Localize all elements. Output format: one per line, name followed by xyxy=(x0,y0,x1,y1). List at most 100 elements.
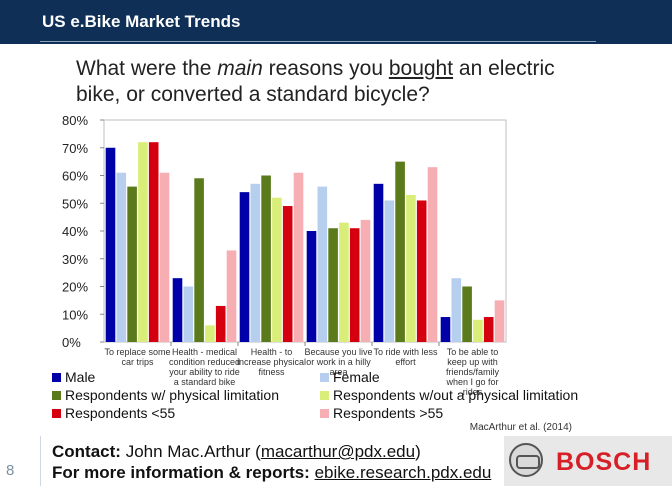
contact-name: John Mac.Arthur xyxy=(125,442,251,461)
bar xyxy=(406,194,416,342)
legend-swatch xyxy=(52,409,61,418)
bar xyxy=(272,197,282,342)
bar xyxy=(384,200,395,342)
category-label: Because you live or work in a hilly area xyxy=(304,347,372,377)
bosch-logo: BOSCH xyxy=(556,448,652,476)
bar xyxy=(349,228,360,342)
category-label-line: or work in a hilly xyxy=(306,357,371,367)
citation: MacArthur et al. (2014) xyxy=(470,422,572,433)
chart-title-underlined: bought xyxy=(388,57,454,80)
legend-label: Respondents <55 xyxy=(65,405,175,421)
chart-title-emphasis: main xyxy=(217,57,263,80)
chart-title: What were the main reasons you bought an… xyxy=(76,56,576,108)
bar xyxy=(373,183,384,342)
y-tick-label: 10% xyxy=(62,307,88,322)
y-tick-label: 0% xyxy=(62,335,81,350)
bosch-emblem-icon xyxy=(509,443,543,477)
y-tick-label: 80% xyxy=(62,113,88,128)
bar xyxy=(105,147,116,342)
legend-label: Respondents w/ physical limitation xyxy=(65,387,279,403)
bar xyxy=(138,142,148,342)
bar xyxy=(317,186,328,342)
header-divider xyxy=(40,41,596,42)
legend-swatch xyxy=(320,409,329,418)
legend-swatch xyxy=(52,391,61,400)
chart-title-part: What were the xyxy=(76,57,218,80)
chart-title-part: an electric bike, or converted a standar… xyxy=(76,57,555,106)
category-label-line: area xyxy=(329,367,347,377)
bar xyxy=(416,200,427,342)
category-label-line: To replace some xyxy=(104,347,170,357)
bar xyxy=(159,172,170,342)
bar xyxy=(261,175,271,342)
bar xyxy=(306,231,317,342)
bar xyxy=(183,286,194,342)
bar xyxy=(127,186,137,342)
reports-label: For more information & reports: xyxy=(52,463,310,482)
bar xyxy=(360,219,371,342)
bar xyxy=(282,206,293,342)
category-label-line: friends/family xyxy=(446,367,500,377)
chart-title-part: reasons you xyxy=(262,57,389,80)
bar xyxy=(250,183,261,342)
category-label-line: your ability to ride xyxy=(169,367,240,377)
y-tick-label: 60% xyxy=(62,169,88,184)
slide-number-strip xyxy=(0,436,41,486)
category-label: To be able to keep up with friends/family w… xyxy=(445,347,499,397)
category-label-line: car trips xyxy=(121,357,154,367)
category-label-line: a standard bike xyxy=(174,377,236,387)
bar xyxy=(483,317,494,342)
bar xyxy=(494,300,505,342)
bar xyxy=(226,250,237,342)
contact-block: Contact: John Mac.Arthur (macarthur@pdx.… xyxy=(52,442,492,482)
category-label-line: condition reduced xyxy=(169,357,240,367)
legend-swatch xyxy=(52,373,61,382)
y-tick-label: 70% xyxy=(62,141,88,156)
y-tick-label: 30% xyxy=(62,252,88,267)
bar xyxy=(116,172,127,342)
category-label: Health - medical condition reduced your ab… xyxy=(169,347,240,387)
bar xyxy=(215,305,226,342)
category-label: To replace some car trips xyxy=(104,347,170,367)
bar xyxy=(328,228,338,342)
legend-swatch xyxy=(320,391,329,400)
bar xyxy=(194,178,204,342)
legend-swatch xyxy=(320,373,329,382)
bar xyxy=(148,142,159,342)
bar xyxy=(462,286,472,342)
bar xyxy=(172,278,183,342)
legend-label: Male xyxy=(65,369,96,385)
bar xyxy=(427,167,438,342)
category-label-line: when I go for xyxy=(445,377,498,387)
reports-link[interactable]: ebike.research.pdx.edu xyxy=(314,463,492,482)
category-label-line: To ride with less xyxy=(373,347,438,357)
page-title: US e.Bike Market Trends xyxy=(42,12,241,31)
bar xyxy=(293,172,304,342)
category-label-line: effort xyxy=(395,357,416,367)
category-label-line: To be able to xyxy=(447,347,499,357)
bar xyxy=(239,192,250,342)
category-label-line: rides xyxy=(463,387,483,397)
y-tick-label: 50% xyxy=(62,196,88,211)
category-label-line: Because you live xyxy=(304,347,372,357)
category-label-line: keep up with xyxy=(447,357,498,367)
bar xyxy=(395,161,405,342)
legend-label: Female xyxy=(333,369,380,385)
bar xyxy=(473,319,483,342)
y-tick-label: 40% xyxy=(62,224,88,239)
bar xyxy=(339,222,349,342)
y-tick-label: 20% xyxy=(62,280,88,295)
legend-label: Respondents w/out a physical limitation xyxy=(333,387,578,403)
category-label: To ride with less effort xyxy=(373,347,438,367)
category-label-line: Health - medical xyxy=(172,347,237,357)
category-label: Health - to increase physical fitness xyxy=(237,347,306,377)
legend-label: Respondents >55 xyxy=(333,405,443,421)
category-label-line: increase physical xyxy=(237,357,306,367)
bar xyxy=(451,278,462,342)
bar xyxy=(205,325,215,342)
category-label-line: Health - to xyxy=(251,347,293,357)
contact-email-link[interactable]: macarthur@pdx.edu xyxy=(260,442,416,461)
bar xyxy=(440,317,451,342)
contact-label: Contact: xyxy=(52,442,121,461)
